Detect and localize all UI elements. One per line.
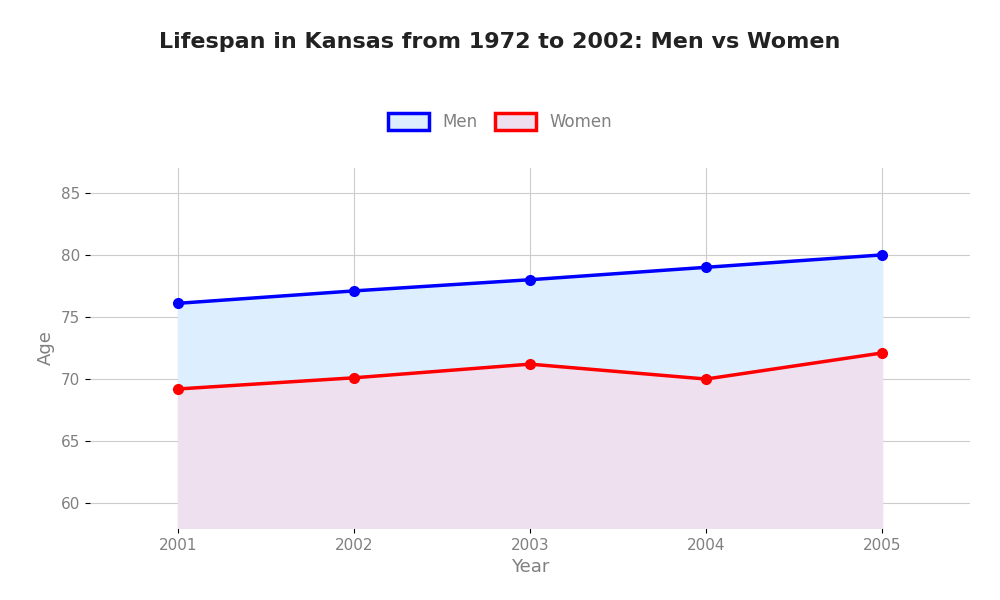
Y-axis label: Age: Age <box>37 331 55 365</box>
Legend: Men, Women: Men, Women <box>379 104 621 139</box>
X-axis label: Year: Year <box>511 558 549 576</box>
Text: Lifespan in Kansas from 1972 to 2002: Men vs Women: Lifespan in Kansas from 1972 to 2002: Me… <box>159 32 841 52</box>
